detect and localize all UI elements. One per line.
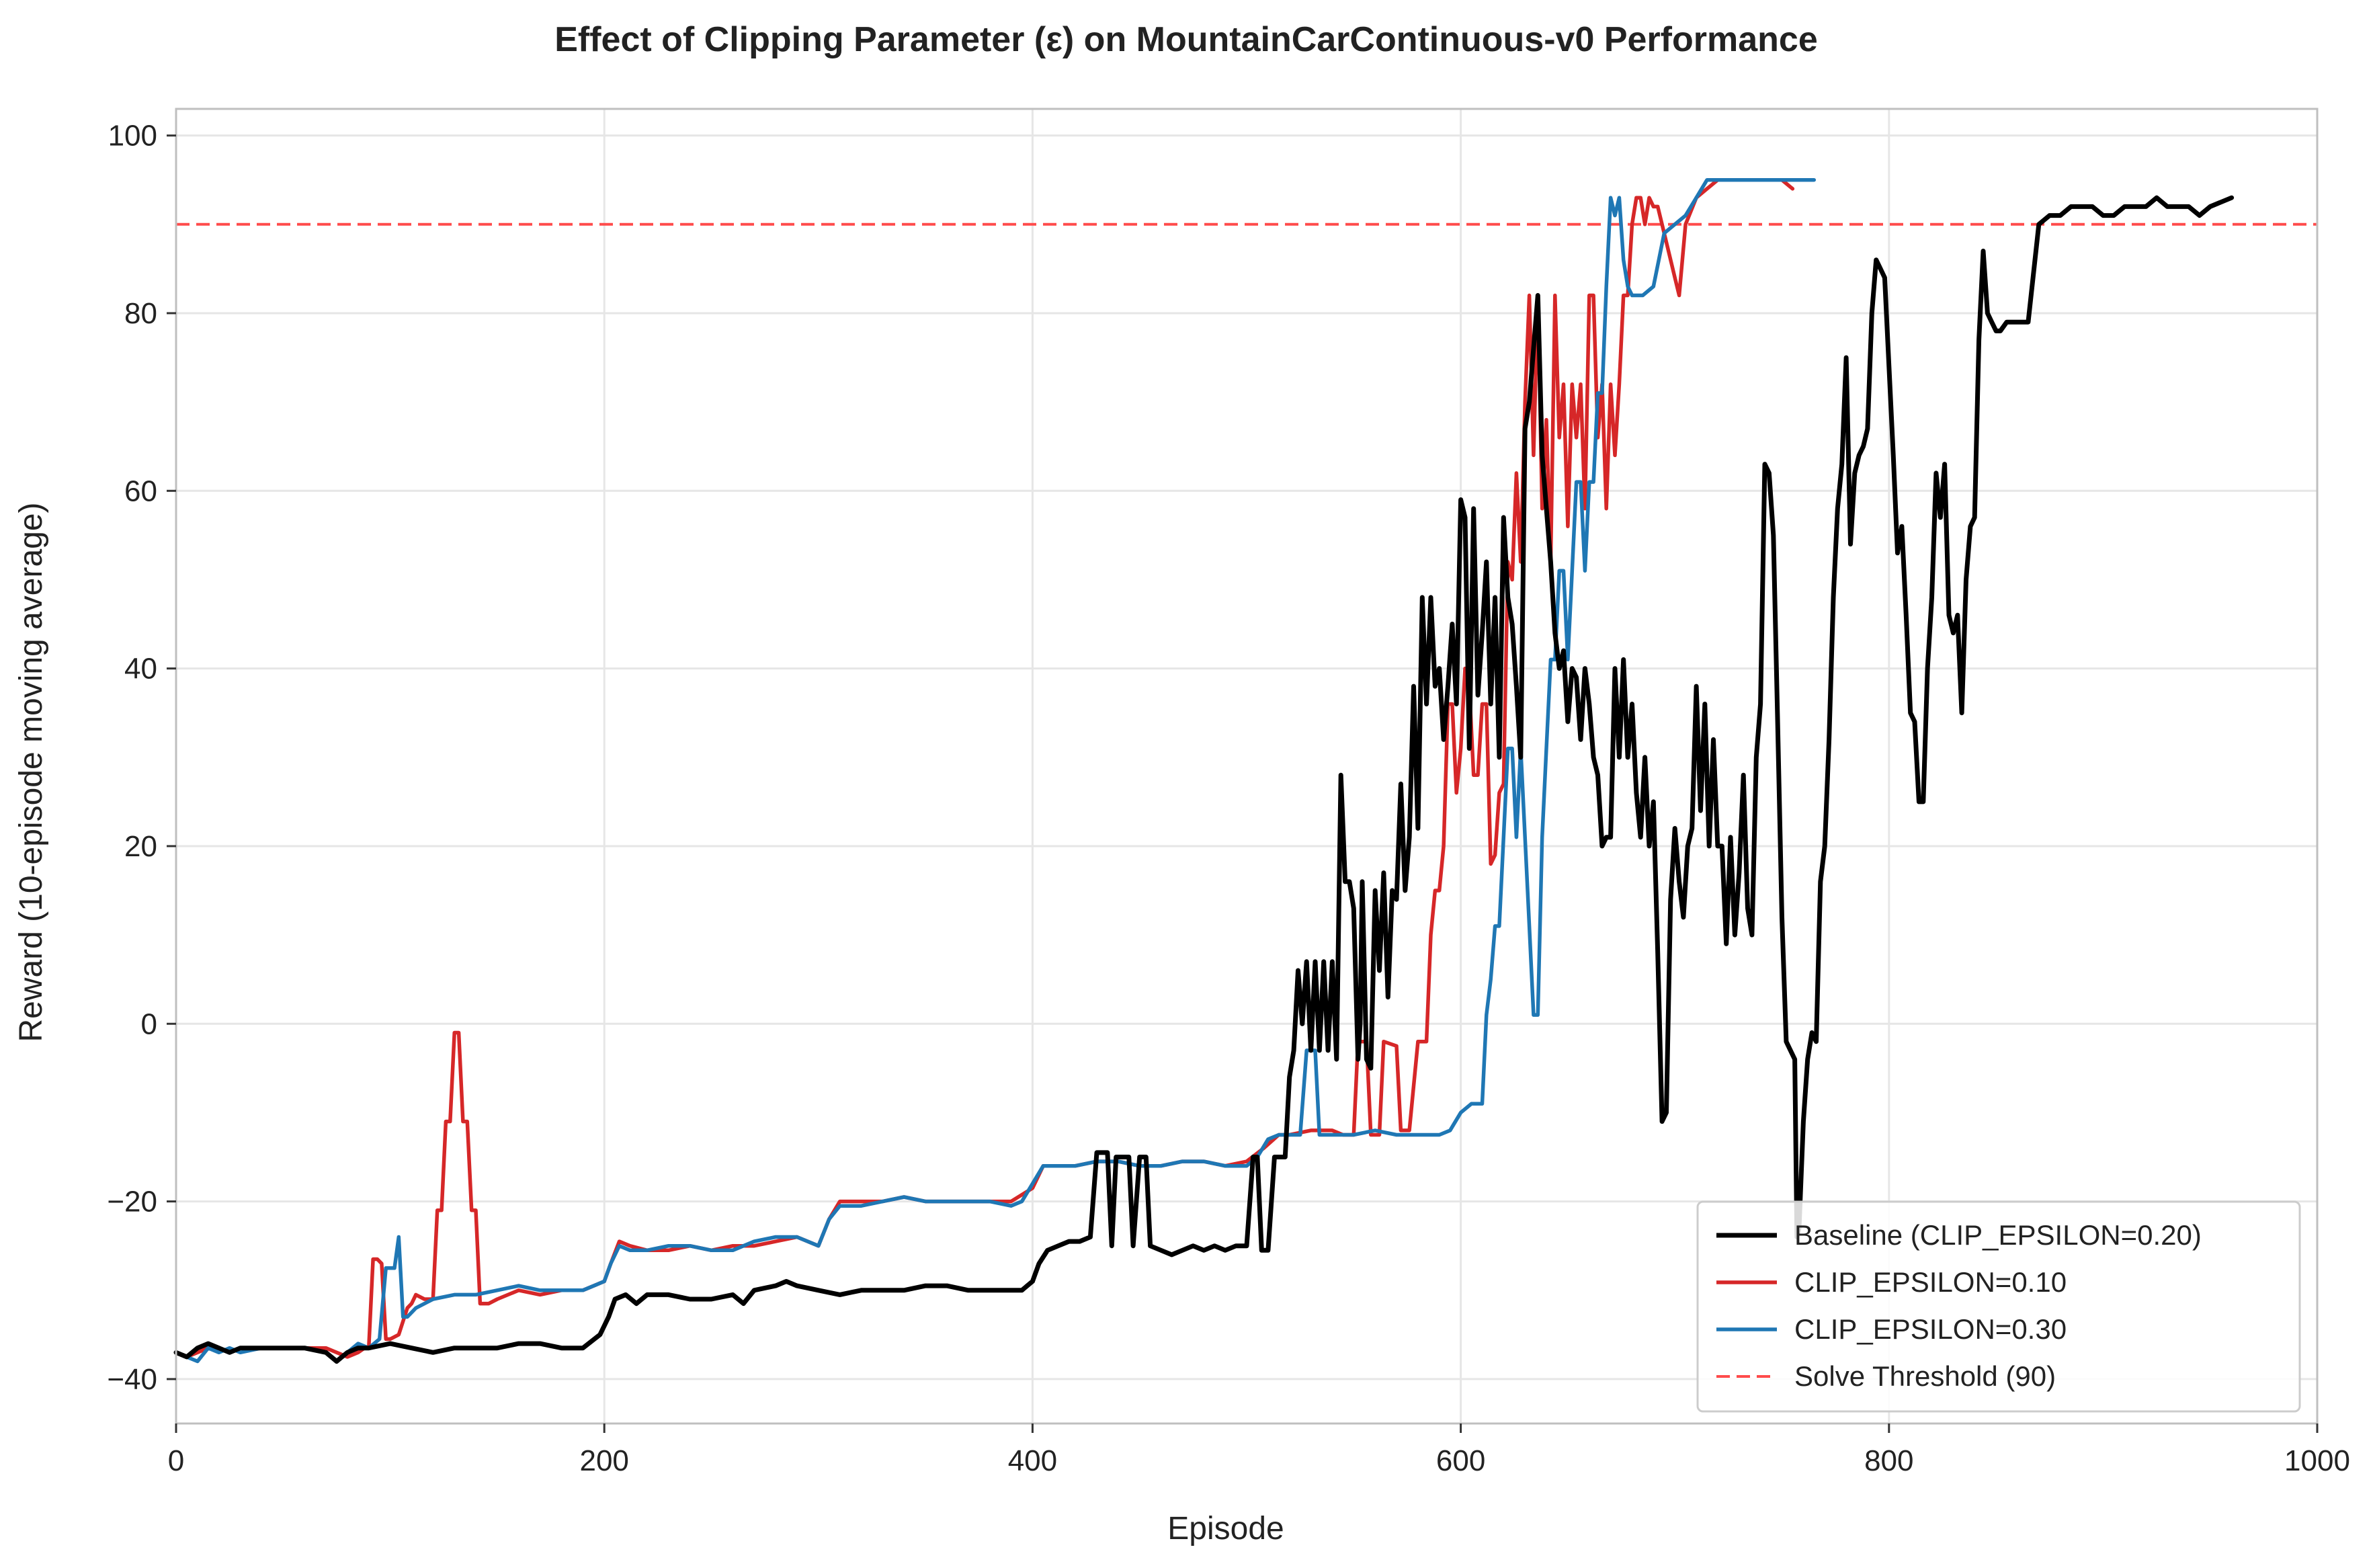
legend-entry-threshold: Solve Threshold (90) [1716, 1360, 2056, 1392]
x-axis-ticks: 0 200 400 600 800 1000 [168, 1423, 2350, 1477]
y-tick-label: −40 [107, 1363, 157, 1396]
legend-box [1696, 1200, 2301, 1413]
y-tick-label: 0 [141, 1007, 157, 1040]
y-tick-label: 20 [124, 830, 157, 863]
x-tick-label: 400 [1008, 1444, 1057, 1477]
clip-0-30-series-line [174, 177, 1817, 1364]
y-axis-ticks: −40 −20 0 20 40 60 80 100 [107, 120, 176, 1396]
legend-label: Baseline (CLIP_EPSILON=0.20) [1794, 1219, 2202, 1251]
legend-entry-clip-0-10: CLIP_EPSILON=0.10 [1716, 1266, 2067, 1298]
legend-label: CLIP_EPSILON=0.30 [1794, 1313, 2067, 1345]
plot-frame [175, 108, 2319, 1425]
y-tick-label: 40 [124, 653, 157, 686]
y-tick-label: 60 [124, 474, 157, 507]
x-axis-label: Episode [1167, 1511, 1284, 1546]
x-tick-label: 800 [1864, 1444, 1913, 1477]
x-tick-label: 200 [579, 1444, 628, 1477]
legend: Baseline (CLIP_EPSILON=0.20) CLIP_EPSILON… [1696, 1200, 2301, 1413]
y-tick-label: 100 [108, 120, 157, 153]
y-tick-label: 80 [124, 297, 157, 330]
chart-title: Effect of Clipping Parameter (ε) on Moun… [554, 20, 1818, 59]
x-tick-label: 600 [1436, 1444, 1485, 1477]
x-tick-label: 0 [168, 1444, 184, 1477]
legend-label: Solve Threshold (90) [1794, 1360, 2056, 1392]
y-axis-label: Reward (10-episode moving average) [13, 502, 49, 1042]
y-tick-label: −20 [107, 1186, 157, 1219]
series-layer [173, 177, 2235, 1364]
baseline-series-line [173, 195, 2235, 1364]
legend-entry-clip-0-30: CLIP_EPSILON=0.30 [1716, 1313, 2067, 1345]
x-tick-label: 1000 [2284, 1444, 2350, 1477]
legend-entry-baseline: Baseline (CLIP_EPSILON=0.20) [1716, 1219, 2202, 1251]
legend-label: CLIP_EPSILON=0.10 [1794, 1266, 2067, 1298]
